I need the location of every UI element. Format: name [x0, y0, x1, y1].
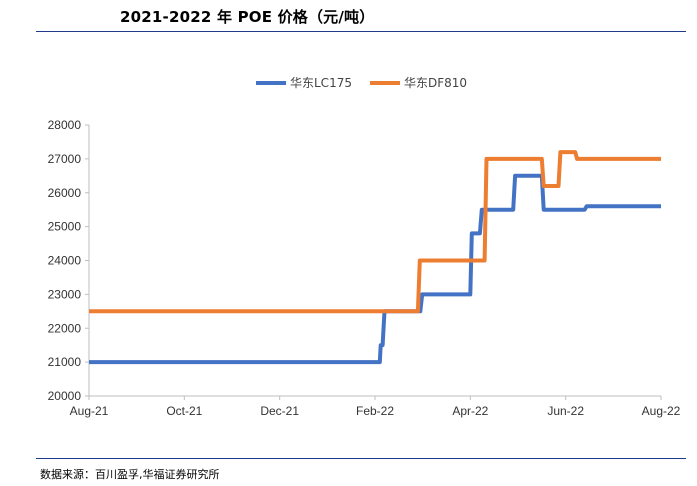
y-tick-label: 27000 [48, 152, 82, 166]
header-divider [36, 31, 686, 32]
x-tick-label: Apr-22 [452, 404, 488, 418]
y-tick-label: 22000 [48, 321, 82, 335]
series-line-2 [89, 150, 661, 314]
y-tick-label: 28000 [48, 118, 82, 132]
x-tick-label: Jun-22 [547, 404, 584, 418]
x-tick-label: Feb-22 [356, 404, 394, 418]
page-title: 2021-2022 年 POE 价格（元/吨） [120, 8, 375, 26]
series-line-1 [89, 173, 661, 365]
chart-axes: 20000 21000 22000 23000 24000 25000 26000 27000… [48, 118, 681, 418]
x-tick-label: Aug-22 [642, 404, 681, 418]
y-tick-label: 21000 [48, 355, 82, 369]
y-tick-label: 24000 [48, 254, 82, 268]
y-tick-label: 26000 [48, 186, 82, 200]
legend-label-2: 华东DF810 [404, 76, 467, 90]
footer-divider [36, 458, 686, 459]
y-tick-label: 23000 [48, 287, 82, 301]
y-tick-label: 25000 [48, 220, 82, 234]
x-tick-label: Aug-21 [70, 404, 109, 418]
data-source-note: 数据来源：百川盈孚,华福证券研究所 [40, 468, 220, 481]
chart-series-layer [89, 150, 661, 365]
y-tick-label: 20000 [48, 389, 82, 403]
x-tick-label: Dec-21 [260, 404, 299, 418]
legend-label-1: 华东LC175 [290, 76, 352, 90]
x-tick-label: Oct-21 [166, 404, 202, 418]
chart-legend: 华东LC175 华东DF810 [256, 76, 467, 90]
